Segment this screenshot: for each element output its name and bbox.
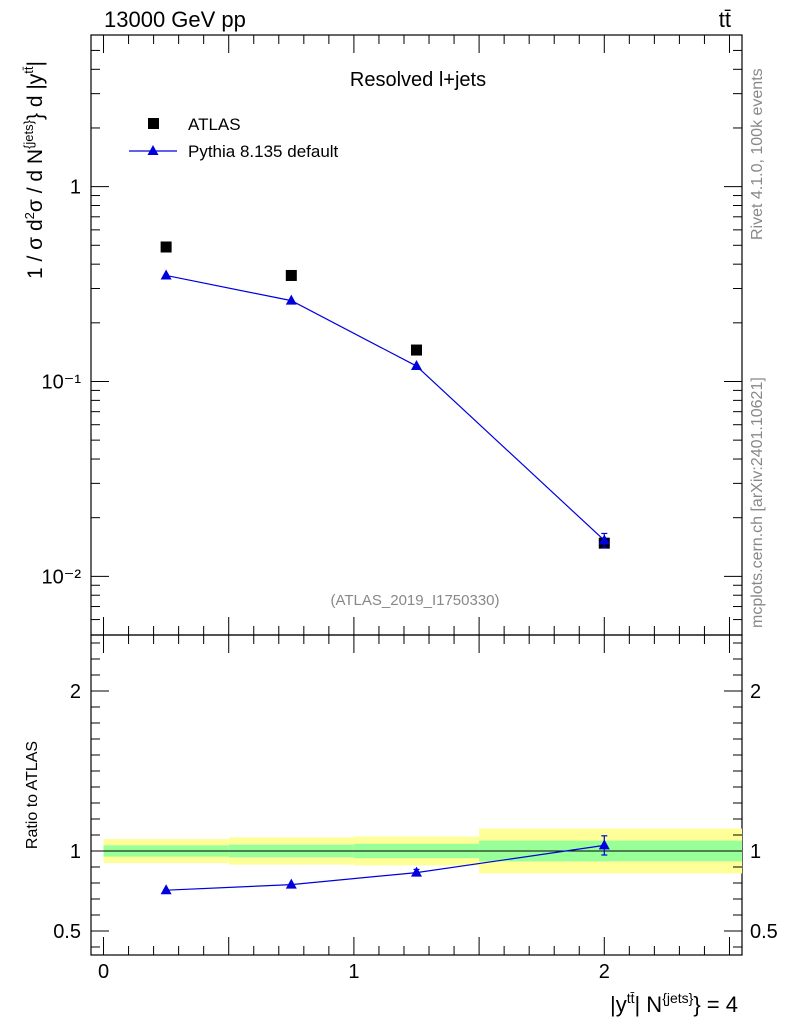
ratio-plot-frame bbox=[90, 634, 743, 956]
rivet-version-label: Rivet 4.1.0, 100k events bbox=[749, 68, 766, 240]
legend-marker-atlas bbox=[148, 118, 159, 129]
ratio-pythia-point bbox=[160, 884, 172, 895]
x-tick-label: 2 bbox=[599, 961, 610, 983]
x-axis-label: |ytt̄| N{jets}} = 4 bbox=[610, 990, 738, 1017]
legend-label-pythia: Pythia 8.135 default bbox=[188, 142, 339, 161]
pythia-point bbox=[598, 534, 610, 545]
energy-label: 13000 GeV pp bbox=[104, 7, 246, 32]
analysis-label: (ATLAS_2019_I1750330) bbox=[330, 592, 499, 609]
ratio-pythia-point bbox=[598, 839, 610, 850]
ratio-y-tick-label-left: 0.5 bbox=[53, 921, 81, 943]
ratio-y-tick-label-left: 2 bbox=[70, 681, 81, 703]
x-tick-label: 0 bbox=[98, 961, 109, 983]
ratio-y-tick-label-left: 1 bbox=[70, 841, 81, 863]
atlas-point bbox=[411, 344, 422, 356]
legend-marker-pythia bbox=[147, 145, 159, 155]
main-data-marks bbox=[160, 241, 610, 549]
legend: ATLAS Pythia 8.135 default bbox=[129, 115, 339, 161]
main-y-tick-label: 10⁻² bbox=[42, 566, 82, 588]
plot-title: Resolved l+jets bbox=[350, 69, 486, 91]
ratio-y-tick-label-right: 2 bbox=[750, 681, 761, 703]
ratio-data-marks bbox=[160, 835, 610, 895]
main-axis-ticks: 1 10⁻¹ 10⁻² bbox=[42, 34, 742, 636]
process-label: tt̄ bbox=[719, 7, 731, 32]
main-y-tick-label: 10⁻¹ bbox=[42, 371, 82, 393]
pythia-line bbox=[165, 274, 605, 541]
pythia-point bbox=[160, 269, 172, 280]
atlas-point bbox=[160, 241, 172, 253]
x-tick-label: 1 bbox=[348, 961, 359, 983]
ratio-y-tick-label-right: 1 bbox=[750, 841, 761, 863]
pythia-point bbox=[285, 294, 297, 305]
legend-label-atlas: ATLAS bbox=[188, 115, 241, 134]
ratio-pythia-line bbox=[166, 844, 605, 891]
ratio-y-tick-label-right: 0.5 bbox=[750, 921, 778, 943]
ratio-pythia-point bbox=[411, 866, 422, 877]
ratio-y-axis-label: Ratio to ATLAS bbox=[24, 741, 41, 849]
atlas-point bbox=[285, 269, 297, 281]
source-label: mcplots.cern.ch [arXiv:2401.10621] bbox=[749, 377, 766, 628]
main-y-tick-label: 1 bbox=[70, 177, 81, 199]
ratio-axis-ticks: 0.5 0.5 1 1 2 2 0 1 2 bbox=[53, 635, 778, 983]
main-y-axis-label: 1 / σ d2σ / d N{jets}} d |ytt̄| bbox=[21, 61, 47, 279]
ratio-pythia-point bbox=[285, 878, 297, 889]
pythia-point bbox=[411, 360, 422, 371]
ratio-uncertainty-bands bbox=[91, 828, 742, 874]
